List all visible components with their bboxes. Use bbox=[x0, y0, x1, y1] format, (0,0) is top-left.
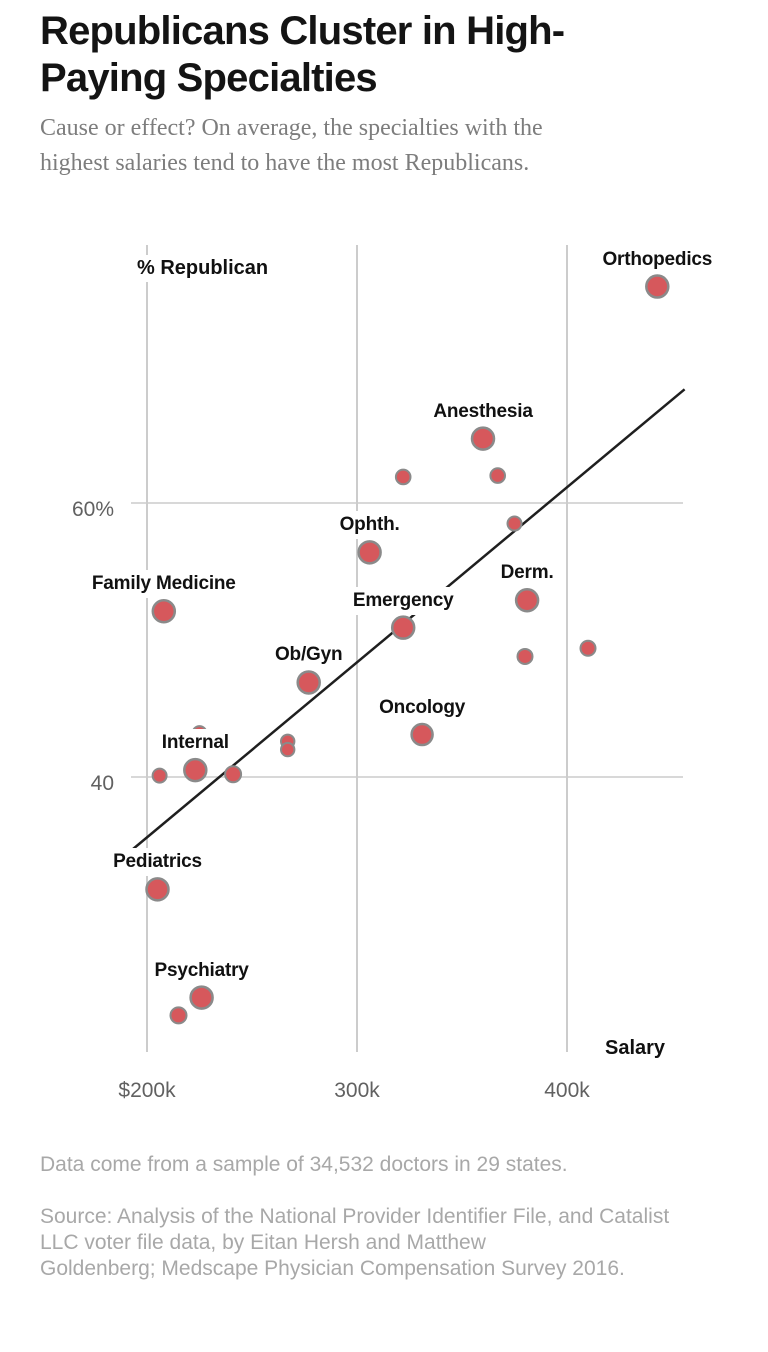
data-point bbox=[489, 467, 507, 484]
data-point-orthopedics bbox=[645, 274, 670, 299]
point-label-pediatrics: Pediatrics bbox=[108, 848, 207, 877]
data-point bbox=[579, 639, 597, 657]
data-point bbox=[224, 765, 243, 784]
point-label-anesthesia: Anesthesia bbox=[428, 397, 538, 426]
title-line-2: Paying Specialties bbox=[40, 56, 378, 100]
data-point-psychiatry bbox=[189, 985, 214, 1010]
data-point-anesthesia bbox=[470, 426, 496, 451]
data-point bbox=[151, 767, 168, 784]
subtitle-line-1: Cause or effect? On average, the special… bbox=[40, 115, 543, 141]
subtitle-line-2: highest salaries tend to have the most R… bbox=[40, 150, 530, 176]
data-note: Data come from a sample of 34,532 doctor… bbox=[40, 1153, 568, 1176]
data-point-pediatrics bbox=[145, 877, 170, 902]
y-tick-label-60: 60% bbox=[71, 498, 114, 521]
data-point-derm bbox=[514, 588, 540, 613]
point-label-emergency: Emergency bbox=[347, 586, 459, 615]
data-point bbox=[516, 647, 534, 665]
point-label-ob-gyn: Ob/Gyn bbox=[269, 641, 348, 670]
chart-footer: Data come from a sample of 34,532 doctor… bbox=[40, 1152, 730, 1282]
data-point-family-medicine bbox=[151, 598, 177, 624]
data-point bbox=[280, 741, 296, 758]
x-tick-label-200k: $200k bbox=[118, 1079, 176, 1102]
data-point-ob-gyn bbox=[296, 670, 321, 695]
source-line-2: LLC voter file data, by Eitan Hersh and … bbox=[40, 1231, 486, 1254]
x-axis-title: Salary bbox=[605, 1037, 666, 1060]
title-line-1: Republicans Cluster in High- bbox=[40, 9, 565, 53]
data-point bbox=[394, 468, 412, 486]
y-tick-label-40: 40 bbox=[90, 772, 114, 795]
point-label-derm: Derm. bbox=[495, 559, 559, 588]
source-note: Source: Analysis of the National Provide… bbox=[40, 1204, 730, 1282]
point-label-psychiatry: Psychiatry bbox=[149, 956, 254, 985]
point-label-internal: Internal bbox=[156, 729, 234, 758]
data-point-internal bbox=[183, 757, 208, 783]
data-point-emergency bbox=[390, 615, 416, 640]
y-axis-title: % Republican bbox=[133, 255, 275, 282]
point-label-orthopedics: Orthopedics bbox=[597, 245, 718, 274]
source-line-1: Source: Analysis of the National Provide… bbox=[40, 1205, 670, 1228]
data-point-ophth bbox=[357, 540, 382, 565]
data-point bbox=[506, 515, 523, 532]
page-title: Republicans Cluster in High- Paying Spec… bbox=[40, 8, 740, 102]
source-line-3: Goldenberg; Medscape Physician Compensat… bbox=[40, 1257, 625, 1280]
x-tick-label-400k: 400k bbox=[544, 1079, 590, 1102]
point-label-oncology: Oncology bbox=[374, 693, 471, 722]
point-label-family-medicine: Family Medicine bbox=[86, 570, 241, 599]
point-label-ophth: Ophth. bbox=[334, 511, 405, 540]
x-tick-label-300k: 300k bbox=[334, 1079, 380, 1102]
data-point-oncology bbox=[410, 722, 434, 747]
data-point bbox=[169, 1006, 188, 1025]
chart-subtitle: Cause or effect? On average, the special… bbox=[40, 111, 700, 181]
